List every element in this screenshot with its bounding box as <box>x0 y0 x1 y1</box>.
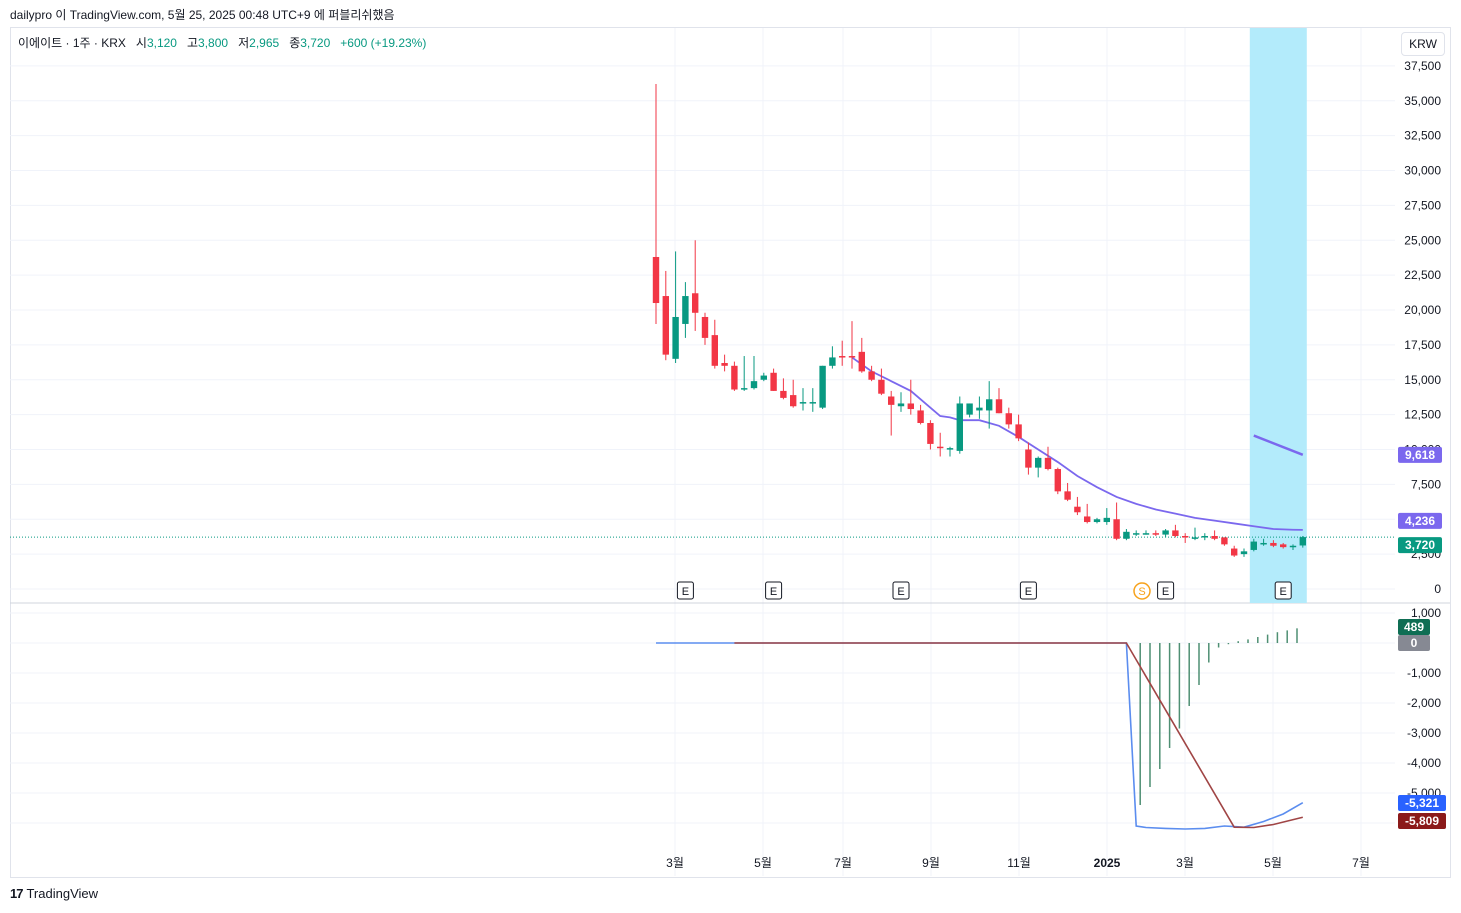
publish-caption: dailypro 이 TradingView.com, 5월 25, 2025 … <box>10 8 395 22</box>
symbol-legend: 이에이트 · 1주 · KRX 시3,120 고3,800 저2,965 종3,… <box>18 34 426 51</box>
chart-frame <box>10 27 1451 878</box>
low-label: 저 <box>238 36 250 50</box>
open-value: 3,120 <box>146 36 177 50</box>
high-value: 3,800 <box>198 36 229 50</box>
low-value: 2,965 <box>249 36 280 50</box>
footer: 17 TradingView <box>10 886 98 901</box>
high-label: 고 <box>187 36 199 50</box>
close-label: 종 <box>289 36 301 50</box>
change-value: +600 (+19.23%) <box>340 36 427 50</box>
close-value: 3,720 <box>300 36 331 50</box>
symbol-label: 이에이트 · 1주 · KRX <box>18 36 126 50</box>
footer-brand: TradingView <box>26 886 99 901</box>
tradingview-logo-icon: 17 <box>10 886 24 901</box>
open-label: 시 <box>135 36 147 50</box>
currency-button[interactable]: KRW <box>1401 32 1445 56</box>
